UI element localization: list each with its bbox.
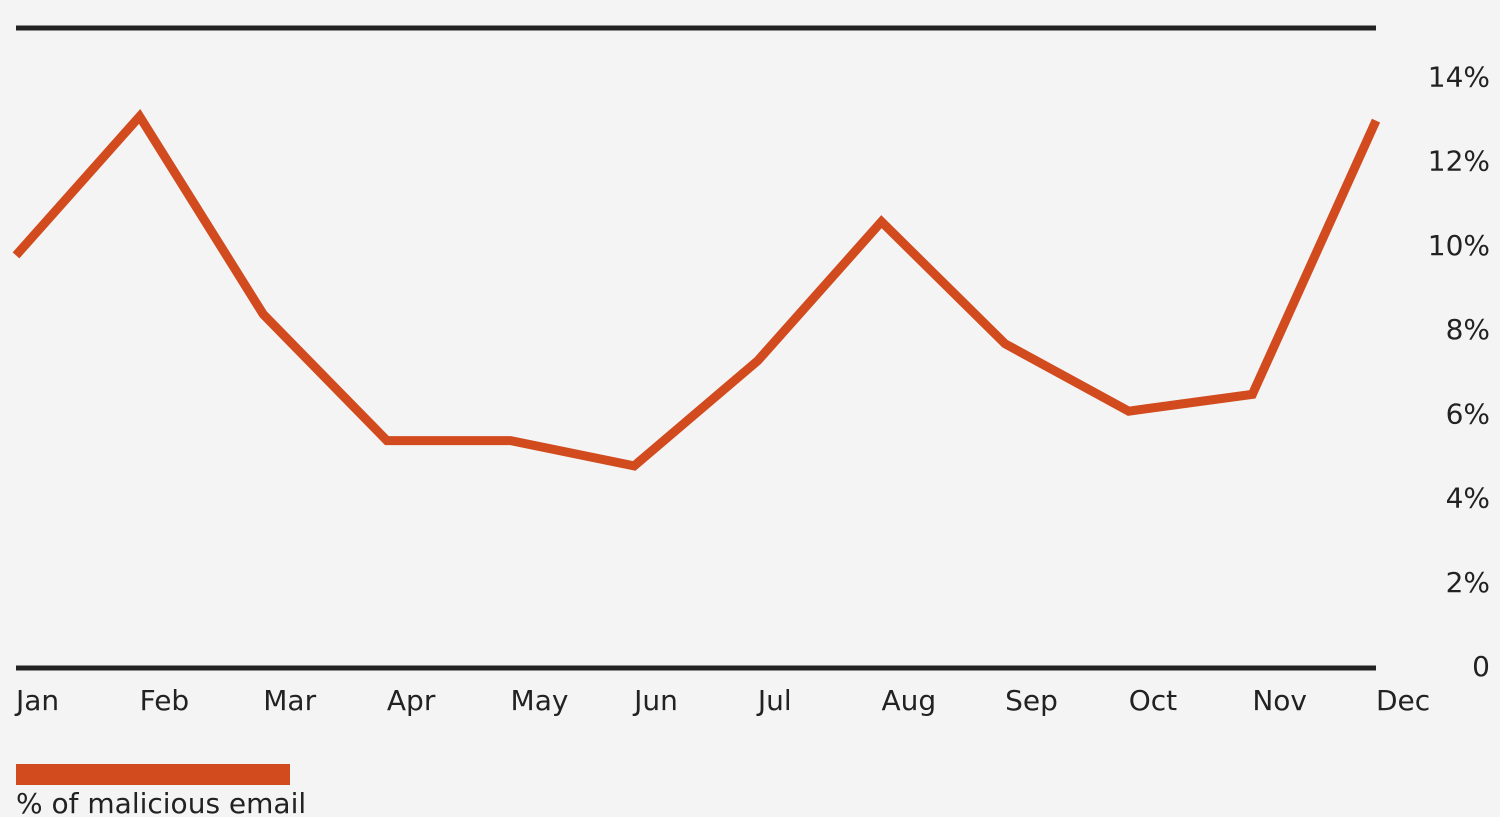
- x-tick-label: Oct: [1129, 684, 1177, 717]
- y-tick-label: 0: [1472, 650, 1490, 683]
- y-tick-label: 2%: [1446, 566, 1490, 599]
- x-tick-label: May: [511, 684, 569, 717]
- x-tick-label: Jun: [632, 684, 678, 717]
- y-tick-label: 12%: [1428, 145, 1490, 178]
- y-tick-label: 10%: [1428, 229, 1490, 262]
- x-tick-label: Mar: [263, 684, 316, 717]
- y-tick-label: 14%: [1428, 61, 1490, 94]
- x-tick-label: Apr: [387, 684, 436, 717]
- y-tick-label: 4%: [1446, 482, 1490, 515]
- data-line: [12, 108, 1381, 471]
- x-tick-label: Sep: [1005, 684, 1058, 717]
- y-tick-label: 8%: [1446, 313, 1490, 346]
- x-tick-label: Feb: [140, 684, 190, 717]
- x-tick-label: Jan: [14, 684, 59, 717]
- x-tick-label: Nov: [1252, 684, 1307, 717]
- x-tick-label: Jul: [756, 684, 792, 717]
- x-tick-label: Dec: [1376, 684, 1430, 717]
- legend-swatch: [16, 764, 290, 785]
- legend-label: % of malicious email: [16, 787, 306, 817]
- x-tick-label: Aug: [881, 684, 936, 717]
- y-tick-label: 6%: [1446, 397, 1490, 430]
